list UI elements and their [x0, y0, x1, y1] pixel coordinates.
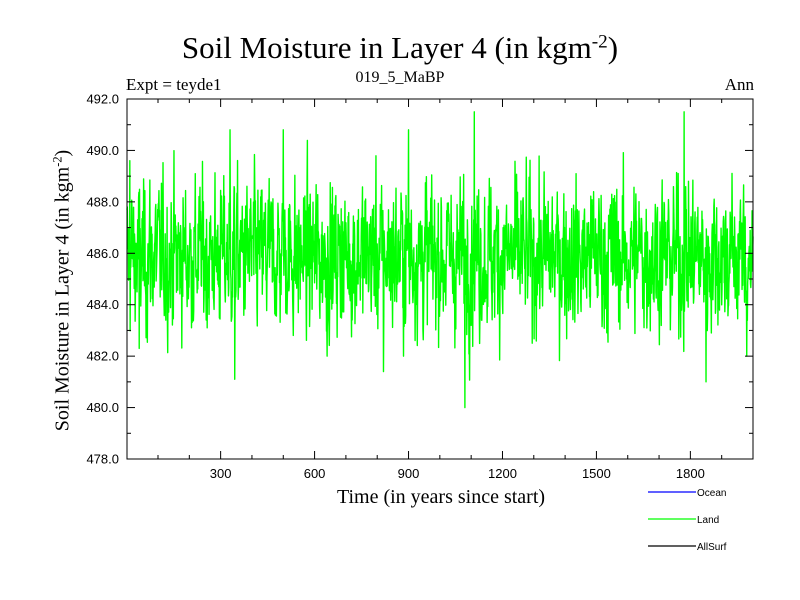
y-tick-label: 488.0: [86, 194, 119, 209]
y-tick-label: 492.0: [86, 92, 119, 107]
y-axis-label: Soil Moisture in Layer 4 (in kgm-2): [50, 149, 74, 432]
x-tick-label: 900: [398, 466, 420, 481]
legend-label-ocean: Ocean: [697, 488, 726, 499]
chart-title: Soil Moisture in Layer 4 (in kgm-2): [181, 30, 619, 65]
y-tick-label: 486.0: [86, 246, 119, 261]
x-tick-label: 600: [304, 466, 326, 481]
experiment-label: Expt = teyde1: [126, 75, 222, 94]
legend: Ocean Land AllSurf: [648, 488, 727, 553]
legend-label-allsurf: AllSurf: [697, 542, 727, 553]
period-label: 019_5_MaBP: [355, 69, 445, 86]
x-axis-label: Time (in years since start): [336, 486, 546, 508]
y-tick-label: 490.0: [86, 143, 119, 158]
x-tick-label: 1800: [676, 466, 705, 481]
y-tick-label: 484.0: [86, 297, 119, 312]
x-tick-label: 300: [210, 466, 232, 481]
y-tick-label: 482.0: [86, 349, 119, 364]
series-lines: [126, 111, 754, 409]
x-tick-label: 1200: [488, 466, 517, 481]
axis-ticks: 478.0 480.0 482.0 484.0 486.0 488.0 490.0 492.0…: [86, 92, 753, 481]
legend-label-land: Land: [697, 515, 719, 526]
series-line-land: [126, 111, 754, 409]
season-label: Ann: [724, 75, 754, 94]
y-tick-label: 478.0: [86, 452, 119, 467]
x-tick-label: 1500: [582, 466, 611, 481]
y-tick-label: 480.0: [86, 400, 119, 415]
